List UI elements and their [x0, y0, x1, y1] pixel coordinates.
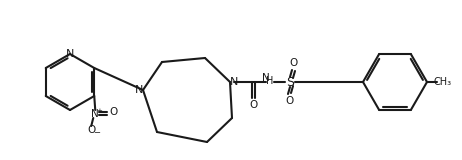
Text: H: H: [266, 76, 274, 86]
Text: O: O: [285, 96, 293, 106]
Text: N: N: [66, 49, 74, 59]
Text: O: O: [249, 100, 257, 110]
Text: O: O: [289, 58, 297, 68]
Text: −: −: [93, 128, 100, 137]
Text: N: N: [135, 85, 143, 95]
Text: S: S: [286, 76, 294, 88]
Text: N: N: [262, 73, 270, 83]
Text: +: +: [96, 108, 102, 114]
Text: CH₃: CH₃: [434, 77, 452, 87]
Text: N: N: [91, 109, 99, 119]
Text: N: N: [230, 77, 238, 87]
Text: O: O: [109, 107, 117, 117]
Text: O: O: [87, 125, 95, 135]
